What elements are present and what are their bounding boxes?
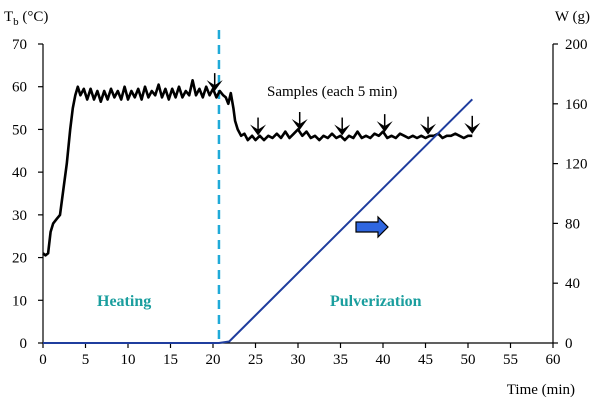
y-left-title-unit: (°C) xyxy=(19,9,49,25)
x-tick-label: 60 xyxy=(546,352,561,368)
x-axis-title: Time (min) xyxy=(507,382,575,398)
series xyxy=(42,79,474,344)
y-right-tick-label: 40 xyxy=(565,276,580,292)
weight-series-line xyxy=(43,98,474,344)
y-right-tick-label: 160 xyxy=(565,97,588,113)
x-tick-label: 40 xyxy=(376,352,391,368)
x-tick-label: 55 xyxy=(503,352,518,368)
y-left-axis-title: Tb (°C) xyxy=(4,9,48,28)
x-tick-label: 15 xyxy=(163,352,178,368)
x-tick-label: 10 xyxy=(121,352,136,368)
y-left-tick-label: 70 xyxy=(12,37,27,53)
y-right-tick-label: 120 xyxy=(565,157,588,173)
sample-marker-arrow xyxy=(420,116,437,135)
sample-marker-arrow xyxy=(334,117,351,136)
x-tick-label: 25 xyxy=(248,352,263,368)
y-left-tick-label: 30 xyxy=(12,208,27,224)
phase-label-heating: Heating xyxy=(97,293,151,310)
sample-marker-arrow xyxy=(291,111,308,130)
x-tick-label: 35 xyxy=(333,352,348,368)
y-right-tick-label: 0 xyxy=(565,336,573,352)
temperature-series-line xyxy=(42,79,473,257)
sample-marker-arrow xyxy=(250,117,267,136)
y-left-ticks: 0 10 20 30 40 50 60 70 xyxy=(12,37,43,352)
sample-marker-arrow xyxy=(464,115,481,134)
y-right-ticks: 0 40 80 120 160 200 xyxy=(553,37,588,352)
y-right-tick-label: 200 xyxy=(565,37,588,53)
y-left-tick-label: 40 xyxy=(12,165,27,181)
x-tick-label: 50 xyxy=(461,352,476,368)
x-tick-label: 30 xyxy=(291,352,306,368)
x-tick-label: 45 xyxy=(418,352,433,368)
y-left-tick-label: 20 xyxy=(12,251,27,267)
sample-marker-arrow xyxy=(376,114,393,133)
y-left-tick-label: 50 xyxy=(12,122,27,138)
x-tick-label: 5 xyxy=(82,352,90,368)
x-ticks: 0 5 10 15 20 25 30 35 40 45 50 55 60 xyxy=(39,343,561,368)
x-tick-label: 20 xyxy=(206,352,221,368)
y-right-axis-title: W (g) xyxy=(555,9,590,25)
y-left-tick-label: 10 xyxy=(12,293,27,309)
y-left-tick-label: 60 xyxy=(12,80,27,96)
x-tick-label: 0 xyxy=(39,352,47,368)
y-right-tick-label: 80 xyxy=(565,216,580,232)
y-left-title-main: T xyxy=(4,9,13,25)
sample-marker-arrow xyxy=(206,73,223,92)
sample-markers xyxy=(206,73,481,136)
samples-annotation: Samples (each 5 min) xyxy=(267,84,397,100)
y-left-title-sub: b xyxy=(13,16,19,28)
right-axis-arrow xyxy=(355,215,389,239)
phase-label-pulverization: Pulverization xyxy=(330,293,422,310)
y-left-tick-label: 0 xyxy=(20,336,28,352)
right-arrow-icon xyxy=(355,215,389,239)
